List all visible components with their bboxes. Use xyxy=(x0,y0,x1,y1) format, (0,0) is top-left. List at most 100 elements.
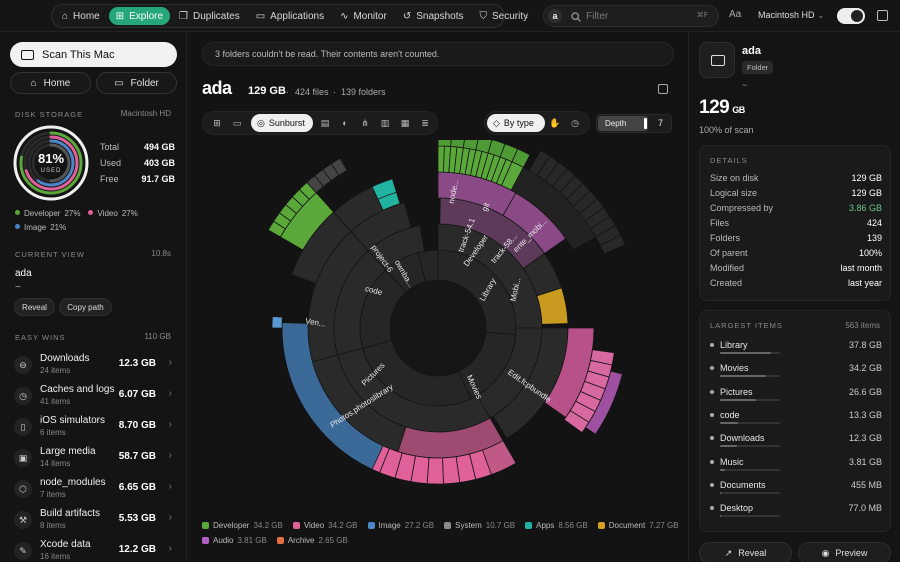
easy-win-5[interactable]: ⚒ Build artifacts 8 items 5.53 GB › xyxy=(12,506,178,534)
bar-view-icon[interactable]: ▥ xyxy=(380,118,390,128)
document-view-icon[interactable]: ▤ xyxy=(320,118,330,128)
calendar-view-icon[interactable]: ▦ xyxy=(400,118,410,128)
legend-apps[interactable]: Apps 8.56 GB xyxy=(525,521,588,530)
legend-video[interactable]: Video 34.2 GB xyxy=(292,521,358,530)
folder-view-icon[interactable]: ▭ xyxy=(232,118,242,128)
pie-view-icon[interactable]: ◐ xyxy=(342,118,348,128)
folder-button[interactable]: ▭ Folder xyxy=(96,72,177,94)
tree-view-icon[interactable]: ⋔ xyxy=(361,118,369,128)
category-pct: 27% xyxy=(64,209,81,218)
detail-compressed-by: Compressed by 3.86 GB xyxy=(710,203,882,213)
largest-items-count: 563 items xyxy=(845,321,880,330)
largest-item-movies[interactable]: Movies 34.2 GB xyxy=(710,363,882,385)
depth-slider-handle[interactable] xyxy=(644,118,647,129)
inspector-reveal-button[interactable]: ↗ Reveal xyxy=(699,542,792,562)
copy-path-button[interactable]: Copy path xyxy=(59,298,112,316)
home-button[interactable]: ⌂ Home xyxy=(10,72,91,94)
ring6-green[interactable] xyxy=(437,131,453,147)
reveal-button[interactable]: Reveal xyxy=(14,298,55,316)
text-size-icon[interactable]: Aa xyxy=(729,9,742,20)
detail-size-on-disk: Size on disk 129 GB xyxy=(710,173,882,183)
sunburst-chart[interactable]: Library Movies Pictures code Developer Photos… xyxy=(188,131,688,510)
legend-system[interactable]: System 10.7 GB xyxy=(444,521,515,530)
tab-monitor[interactable]: ∿ Monitor xyxy=(333,7,394,25)
search-input[interactable] xyxy=(586,8,696,24)
ring3-mobile[interactable] xyxy=(536,287,569,325)
easy-win-0[interactable]: ⊖ Downloads 24 items 12.3 GB › xyxy=(12,351,178,379)
open-external-icon[interactable] xyxy=(658,84,668,94)
legend-name: Image xyxy=(378,521,401,530)
depth-value: 7 xyxy=(657,118,663,128)
inspector-size: 129 GB xyxy=(699,97,745,119)
legend-image[interactable]: Image 27.2 GB xyxy=(367,521,434,530)
largest-item-music[interactable]: Music 3.81 GB xyxy=(710,457,882,479)
tab-explore[interactable]: ⊞ Explore xyxy=(108,7,171,25)
largest-item-bar-fill xyxy=(720,352,771,354)
sunburst-svg[interactable]: LibraryMoviesPicturescodeDeveloperPhotos… xyxy=(188,131,688,510)
tab-snapshots[interactable]: ↺ Snapshots xyxy=(396,7,471,25)
easy-win-count: 7 items xyxy=(40,490,66,499)
sidebar-toggle-icon[interactable] xyxy=(877,10,888,21)
largest-item-documents[interactable]: Documents 455 MB xyxy=(710,480,882,502)
detail-label: Of parent xyxy=(710,248,748,258)
preview-button[interactable]: ◉ Preview xyxy=(798,542,891,562)
ring6-green[interactable] xyxy=(511,148,531,168)
clock-icon: ◷ xyxy=(14,387,32,405)
easy-win-3[interactable]: ▣ Large media 14 items 58.7 GB › xyxy=(12,444,178,472)
theme-toggle[interactable] xyxy=(837,8,865,24)
ring6-segment[interactable] xyxy=(330,157,348,176)
easy-win-4[interactable]: ⬡ node_modules 7 items 6.65 GB › xyxy=(12,475,178,503)
easy-win-size: 6.07 GB xyxy=(118,389,156,400)
category-name: Developer xyxy=(24,209,61,218)
tab-security[interactable]: ⛉ Security xyxy=(472,7,535,25)
ring4-video-file[interactable] xyxy=(426,457,444,485)
by-type-button[interactable]: ◇ By type xyxy=(487,114,545,132)
ring3-developer-overlay[interactable] xyxy=(439,197,546,269)
detail-label: Created xyxy=(710,278,743,288)
largest-item-library[interactable]: Library 37.8 GB xyxy=(710,340,882,362)
legend-developer[interactable]: Developer 34.2 GB xyxy=(202,521,283,530)
back-icon[interactable]: ‹ xyxy=(525,10,529,22)
pulse-icon: ∿ xyxy=(340,10,349,22)
diamond-icon: ◇ xyxy=(493,117,500,128)
easy-win-1[interactable]: ◷ Caches and logs 41 items 6.07 GB › xyxy=(12,382,178,410)
largest-item-bar-fill xyxy=(720,491,722,494)
category-video: Video 27% xyxy=(88,209,138,218)
ring5-image[interactable] xyxy=(271,315,283,329)
scan-this-mac-button[interactable]: Scan This Mac xyxy=(10,42,177,67)
tab-duplicates[interactable]: ❐ Duplicates xyxy=(172,7,247,25)
tab-label: Monitor xyxy=(353,10,387,22)
legend-document[interactable]: Document 7.27 GB xyxy=(597,521,679,530)
largest-item-desktop[interactable]: Desktop 77.0 MB xyxy=(710,503,882,525)
chevron-right-icon: › xyxy=(168,357,172,368)
largest-item-bar xyxy=(720,515,780,518)
ring6-segment[interactable] xyxy=(599,234,626,255)
ring6-video[interactable] xyxy=(585,370,623,435)
tab-home[interactable]: ⌂ Home xyxy=(55,7,107,25)
sunburst-view-button[interactable]: ◎ Sunburst xyxy=(251,114,313,132)
search-box[interactable]: a ⌘F xyxy=(543,5,719,27)
hand-icon[interactable]: ✋ xyxy=(549,118,561,128)
largest-item-pictures[interactable]: Pictures 26.6 GB xyxy=(710,387,882,409)
grid-view-icon[interactable]: ⊞ xyxy=(213,118,221,128)
legend-swatch xyxy=(597,522,605,529)
stat-label: Free xyxy=(100,174,119,184)
depth-slider[interactable]: Depth 7 xyxy=(596,114,672,133)
file-count: 424 files xyxy=(295,87,329,97)
sunburst-center[interactable] xyxy=(390,280,486,376)
bullet-icon xyxy=(710,389,714,394)
ring4-apps-inner[interactable] xyxy=(377,191,401,211)
legend-audio[interactable]: Audio 3.81 GB xyxy=(202,536,267,545)
list-view-icon[interactable]: ≣ xyxy=(421,118,429,128)
largest-item-downloads[interactable]: Downloads 12.3 GB xyxy=(710,433,882,455)
tab-applications[interactable]: ▭ Applications xyxy=(249,7,331,25)
home-icon: ⌂ xyxy=(30,77,37,89)
search-scope-chip[interactable]: a xyxy=(548,9,562,23)
easy-win-2[interactable]: ▯ iOS simulators 6 items 8.70 GB › xyxy=(12,413,178,441)
clock-icon[interactable]: ◷ xyxy=(571,118,579,128)
volume-select[interactable]: Macintosh HD ⌄ xyxy=(758,10,825,21)
easy-win-6[interactable]: ✎ Xcode data 16 items 12.2 GB › xyxy=(12,537,178,562)
legend-archive[interactable]: Archive 2.65 GB xyxy=(276,536,348,545)
easy-win-size: 8.70 GB xyxy=(118,420,156,431)
largest-item-code[interactable]: code 13.3 GB xyxy=(710,410,882,432)
